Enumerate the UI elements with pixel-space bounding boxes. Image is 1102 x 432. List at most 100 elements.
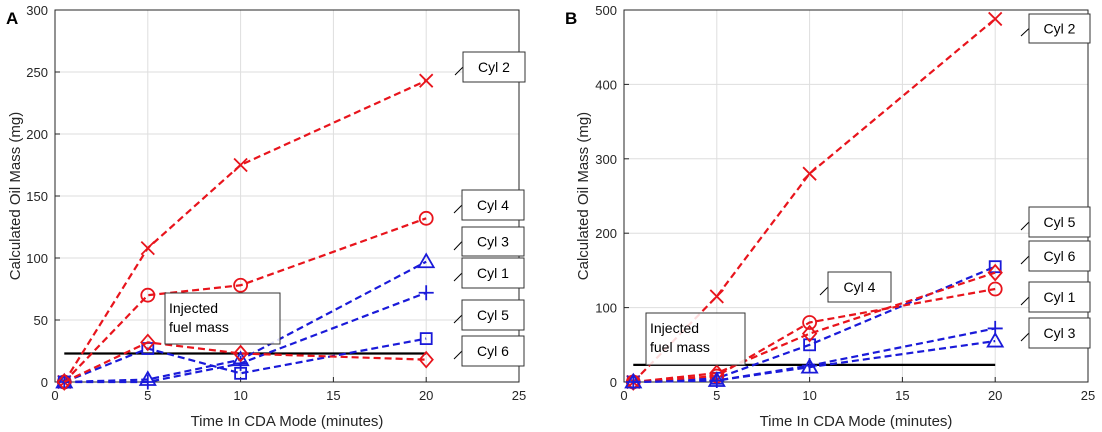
callout-box [461, 299, 525, 331]
series-line [63, 217, 427, 383]
x-tick-label: 5 [713, 388, 720, 403]
data-point [140, 240, 155, 256]
data-point [140, 374, 156, 390]
data-point [987, 281, 1003, 297]
y-tick-label: 500 [595, 3, 617, 18]
fuel-mass-label-box [645, 312, 746, 366]
y-tick-label: 200 [26, 127, 48, 142]
series-line [64, 291, 427, 384]
x-tick-label: 25 [1081, 388, 1095, 403]
callout-box [461, 189, 525, 221]
callout-box [1028, 13, 1091, 44]
panel-label: B [565, 9, 577, 28]
callout-cyl-3: Cyl 3 [1020, 317, 1091, 349]
fuel-mass-label: fuel mass [169, 319, 229, 335]
data-point [707, 371, 726, 387]
callout-cyl-6: Cyl 6 [453, 335, 525, 367]
x-tick-label: 10 [233, 388, 247, 403]
callout-label: Cyl 2 [1044, 21, 1076, 37]
callout-box [1028, 206, 1091, 238]
data-point [418, 350, 434, 369]
data-point [709, 289, 724, 304]
fuel-mass-label: Injected [650, 320, 699, 336]
y-tick-label: 250 [26, 65, 48, 80]
data-point [234, 366, 248, 380]
x-tick-label: 15 [326, 388, 340, 403]
callout-label: Cyl 2 [478, 59, 510, 75]
callout-box [827, 271, 892, 303]
series-line [63, 341, 427, 383]
y-tick-label: 100 [595, 301, 617, 316]
data-point [803, 338, 816, 352]
data-point [802, 315, 817, 330]
data-point [801, 324, 818, 343]
data-point [987, 263, 1003, 282]
x-tick-label: 10 [802, 388, 816, 403]
data-point [802, 166, 817, 181]
callout-leader [1020, 221, 1030, 231]
callout-box [461, 335, 525, 367]
series-line [633, 271, 996, 384]
series-cyl-3 [624, 331, 1005, 389]
chart-panel-b: 0 5 10 15 20 25 0 100 200 300 400 500 Time In CDA Mo… [565, 3, 1095, 430]
y-tick-label: 300 [26, 3, 48, 18]
callout-label: Cyl 6 [1044, 248, 1076, 264]
data-point [418, 210, 434, 226]
callout-box [1028, 240, 1091, 272]
callout-box [461, 226, 525, 257]
callout-leader [453, 241, 463, 251]
y-tick-label: 400 [595, 77, 617, 92]
callout-leader [454, 66, 464, 76]
data-point [233, 277, 249, 293]
data-point [140, 287, 156, 303]
fuel-mass-label: fuel mass [650, 339, 710, 355]
x-axis-label: Time In CDA Mode (minutes) [191, 413, 384, 430]
callout-leader [1020, 296, 1030, 306]
data-point [418, 285, 434, 301]
data-point [140, 333, 156, 352]
callout-leader [453, 204, 463, 214]
callout-cyl-6: Cyl 6 [1020, 240, 1091, 272]
callout-box [461, 257, 525, 289]
y-tick-label: 0 [41, 375, 48, 390]
callout-cyl-4: Cyl 4 [453, 189, 525, 221]
data-point [56, 373, 72, 391]
callout-label: Cyl 4 [477, 197, 509, 213]
callout-label: Cyl 1 [1044, 289, 1076, 305]
x-tick-label: 5 [144, 388, 151, 403]
y-tick-label: 300 [595, 152, 617, 167]
callout-leader [1020, 332, 1030, 342]
data-point [232, 344, 249, 363]
x-axis-label: Time In CDA Mode (minutes) [760, 413, 953, 430]
grid [54, 9, 520, 383]
callout-label: Cyl 1 [477, 265, 509, 281]
panel-label: A [6, 9, 18, 28]
callout-cyl-2: Cyl 2 [1020, 13, 1091, 44]
y-tick-label: 100 [26, 251, 48, 266]
callout-box [1028, 317, 1091, 349]
y-tick-label: 200 [595, 226, 617, 241]
series-line [63, 79, 427, 383]
callout-label: Cyl 5 [1044, 214, 1076, 230]
data-point [417, 252, 436, 269]
callout-label: Cyl 5 [477, 307, 509, 323]
callout-leader [1020, 255, 1030, 265]
callout-leader [1020, 28, 1030, 37]
y-axis-label: Calculated Oil Mass (mg) [575, 112, 592, 280]
data-point [419, 332, 433, 346]
fuel-mass-label-box [164, 292, 281, 345]
axes-box [623, 9, 1089, 383]
callout-label: Cyl 3 [1044, 325, 1076, 341]
callout-cyl-3: Cyl 3 [453, 226, 525, 257]
x-tick-label: 15 [895, 388, 909, 403]
data-point [233, 157, 248, 173]
y-tick-label: 150 [26, 189, 48, 204]
series-line [633, 265, 996, 384]
callout-leader [453, 314, 463, 324]
callout-leader [453, 350, 463, 360]
data-point [986, 331, 1005, 348]
callout-leader [453, 272, 463, 282]
callout-box [1028, 281, 1091, 313]
